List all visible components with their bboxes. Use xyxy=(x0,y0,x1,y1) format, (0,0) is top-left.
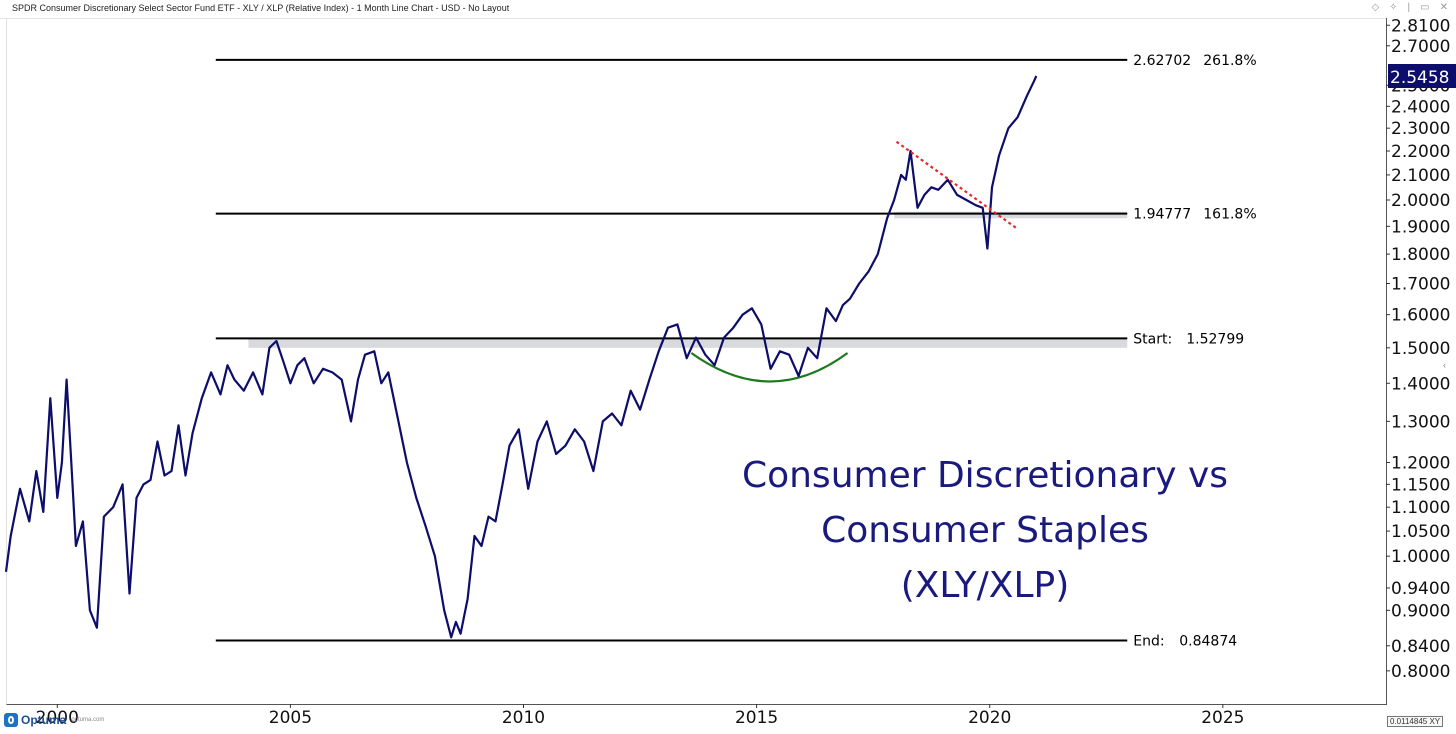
collapse-arrow-icon[interactable]: ‹ xyxy=(1443,360,1446,370)
pin-icon[interactable]: ✧ xyxy=(1389,2,1398,13)
x-tick-label-2: 2010 xyxy=(502,708,545,728)
level-value-0: 2.62702 xyxy=(1133,53,1191,69)
x-tick-label-5: 2025 xyxy=(1201,708,1244,728)
level-value-2: 1.52799 xyxy=(1186,331,1244,347)
annotation-line-2: Consumer Staples xyxy=(821,510,1149,551)
annotation-line-3: (XLY/XLP) xyxy=(900,565,1070,606)
price-axis[interactable] xyxy=(1386,18,1456,704)
optuma-logo: Optuma optuma.com xyxy=(4,713,104,727)
y-tick-label-6: 1.1000 xyxy=(1391,498,1450,518)
chart-annotation-title: Consumer Discretionary vs Consumer Stapl… xyxy=(700,448,1270,613)
y-tick-label-8: 1.2000 xyxy=(1391,453,1450,473)
y-tick-label-13: 1.7000 xyxy=(1391,275,1450,295)
y-tick-label-1: 0.8400 xyxy=(1391,637,1450,657)
x-tick-label-1: 2005 xyxy=(269,708,312,728)
window-title: SPDR Consumer Discretionary Select Secto… xyxy=(12,3,510,13)
y-tick-label-23: 2.8100 xyxy=(1391,16,1450,36)
y-tick-label-10: 1.4000 xyxy=(1391,374,1450,394)
support-zone-0 xyxy=(248,337,1128,348)
y-tick-label-0: 0.8000 xyxy=(1391,662,1450,682)
y-tick-label-15: 1.9000 xyxy=(1391,217,1450,237)
y-tick-label-14: 1.8000 xyxy=(1391,245,1450,265)
level-pct-0: 261.8% xyxy=(1203,53,1256,69)
level-label-3: End: xyxy=(1133,633,1164,649)
rounding-bottom-arc xyxy=(690,352,849,383)
downtrend-line[interactable] xyxy=(895,140,1019,230)
level-label-2: Start: xyxy=(1133,331,1172,347)
y-tick-label-20: 2.4000 xyxy=(1391,97,1450,117)
brand-name: Optuma xyxy=(21,713,67,727)
series-line-0[interactable] xyxy=(4,75,1038,639)
y-tick-label-5: 1.0500 xyxy=(1391,522,1450,542)
annotation-line-1: Consumer Discretionary vs xyxy=(741,455,1229,496)
y-tick-label-3: 0.9400 xyxy=(1391,579,1450,599)
diamond-icon[interactable]: ◇ xyxy=(1371,2,1380,13)
title-bar: SPDR Consumer Discretionary Select Secto… xyxy=(0,0,1456,19)
y-tick-label-7: 1.1500 xyxy=(1391,475,1450,495)
window-controls: ◇ ✧ | ▭ ✕ xyxy=(1371,2,1448,13)
close-icon[interactable]: ✕ xyxy=(1439,2,1448,13)
x-tick-label-3: 2015 xyxy=(735,708,778,728)
readout-mode: XY xyxy=(1429,717,1441,726)
y-tick-label-11: 1.5000 xyxy=(1391,339,1450,359)
y-tick-label-17: 2.1000 xyxy=(1391,166,1450,186)
y-tick-label-2: 0.9000 xyxy=(1391,601,1450,621)
optuma-logo-icon xyxy=(4,713,18,727)
cursor-readout: 0.0114845 XY xyxy=(1387,716,1444,727)
support-zone-1 xyxy=(894,211,1128,219)
last-value-label: 2.5458 xyxy=(1390,68,1449,88)
level-value-1: 1.94777 xyxy=(1133,207,1191,223)
restore-icon[interactable]: ▭ xyxy=(1420,2,1430,13)
x-tick-label-0: 2000 xyxy=(36,708,79,728)
level-pct-1: 161.8% xyxy=(1203,207,1256,223)
y-tick-label-4: 1.0000 xyxy=(1391,547,1450,567)
x-tick-label-4: 2020 xyxy=(968,708,1011,728)
y-tick-label-12: 1.6000 xyxy=(1391,306,1450,326)
y-tick-label-9: 1.3000 xyxy=(1391,412,1450,432)
plot-area-frame[interactable] xyxy=(6,18,1387,705)
readout-value: 0.0114845 xyxy=(1390,717,1428,726)
brand-site: optuma.com xyxy=(71,717,105,723)
separator-icon: | xyxy=(1407,2,1411,13)
level-value-3: 0.84874 xyxy=(1179,633,1237,649)
y-tick-label-18: 2.2000 xyxy=(1391,142,1450,162)
y-tick-label-22: 2.7000 xyxy=(1391,37,1450,57)
y-tick-label-19: 2.3000 xyxy=(1391,119,1450,139)
y-tick-label-16: 2.0000 xyxy=(1391,191,1450,211)
last-value-tag xyxy=(1388,64,1456,89)
